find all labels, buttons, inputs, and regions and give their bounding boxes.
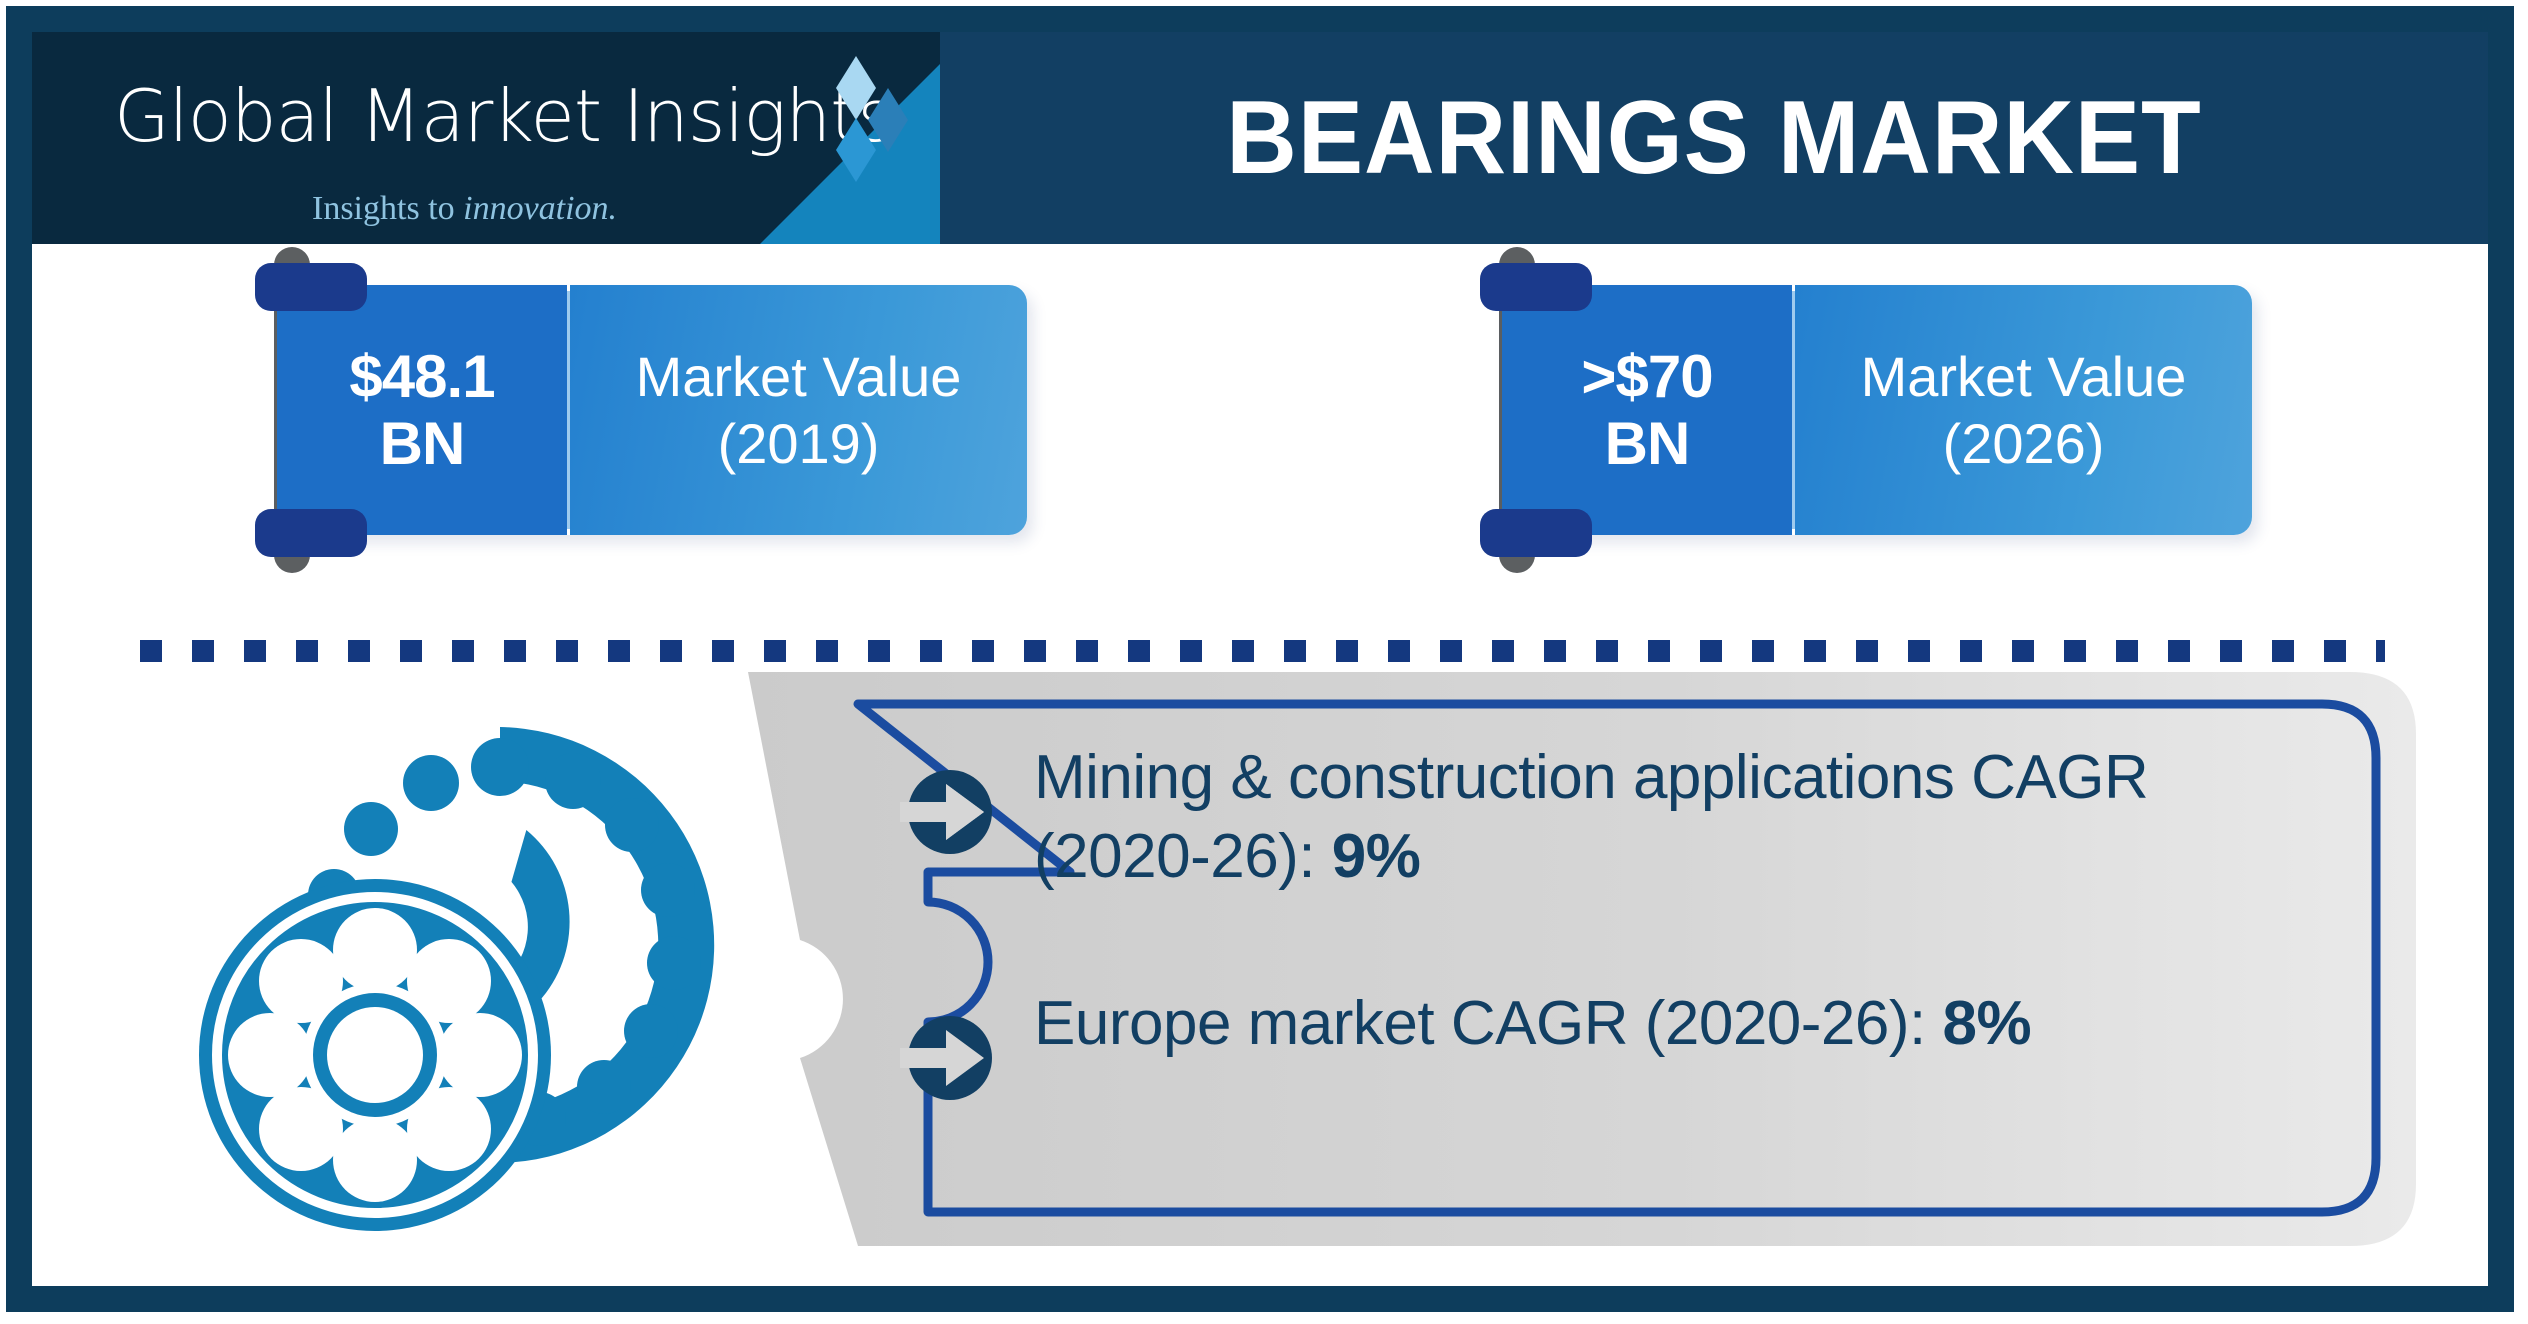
tagline-prefix: Insights to bbox=[312, 190, 464, 227]
stat-label-line2: (2019) bbox=[717, 412, 880, 475]
header: Global Market Insights Insights to innov… bbox=[32, 32, 2488, 244]
highlight-text: Mining & construction applications CAGR … bbox=[1034, 738, 2320, 897]
stat-value-line2: BN bbox=[1604, 410, 1691, 477]
page-title: BEARINGS MARKET bbox=[1226, 79, 2202, 196]
banner-divider bbox=[1792, 291, 1795, 529]
highlight-text-part1: Mining & construction applications CAGR … bbox=[1034, 743, 2149, 892]
logo-wordmark: Global Market Insights bbox=[114, 74, 895, 158]
highlight-item: Mining & construction applications CAGR … bbox=[900, 738, 2320, 897]
stat-value-line2: BN bbox=[379, 410, 466, 477]
stat-value-line1: $48.1 bbox=[349, 342, 495, 410]
stat-label: Market Value (2026) bbox=[1795, 285, 2252, 535]
scroll-cap-bottom bbox=[255, 509, 367, 557]
diamond-logo-icon bbox=[836, 56, 908, 182]
banner-divider bbox=[567, 291, 570, 529]
highlight-text: Europe market CAGR (2020-26): 8% bbox=[1034, 984, 2320, 1063]
scroll-cap-top bbox=[255, 263, 367, 311]
highlights-box: Mining & construction applications CAGR … bbox=[690, 672, 2420, 1250]
highlight-text-part1: Europe market CAGR (2020-26): bbox=[1034, 989, 1943, 1058]
scroll-cap-top bbox=[1480, 263, 1592, 311]
highlight-text-value: 9% bbox=[1331, 822, 1421, 892]
stat-label-line1: Market Value bbox=[635, 344, 962, 408]
logo-tagline: Insights to innovation. bbox=[312, 192, 617, 226]
arrow-right-circle-icon bbox=[900, 770, 992, 854]
stat-value: >$70 BN bbox=[1502, 285, 1792, 535]
banner-body: >$70 BN Market Value (2026) bbox=[1502, 285, 2252, 535]
stat-value: $48.1 BN bbox=[277, 285, 567, 535]
tagline-italic: innovation. bbox=[463, 190, 618, 227]
dotted-line-divider bbox=[140, 640, 2385, 662]
stat-label: Market Value (2019) bbox=[570, 285, 1027, 535]
header-logo-panel: Global Market Insights Insights to innov… bbox=[32, 32, 940, 244]
highlights-list: Mining & construction applications CAGR … bbox=[900, 714, 2360, 1214]
scroll-cap-bottom bbox=[1480, 509, 1592, 557]
stat-label-line2: (2026) bbox=[1942, 412, 2105, 475]
stat-label-line1: Market Value bbox=[1860, 344, 2187, 408]
banner-body: $48.1 BN Market Value (2019) bbox=[277, 285, 1027, 535]
ball-bearing-icon bbox=[199, 727, 715, 1231]
stat-value-line1: >$70 bbox=[1581, 342, 1713, 410]
arrow-right-circle-icon bbox=[900, 1016, 992, 1100]
header-title-panel: BEARINGS MARKET bbox=[940, 32, 2488, 244]
highlight-text-value: 8% bbox=[1942, 989, 2032, 1058]
highlight-item: Europe market CAGR (2020-26): 8% bbox=[900, 984, 2320, 1104]
